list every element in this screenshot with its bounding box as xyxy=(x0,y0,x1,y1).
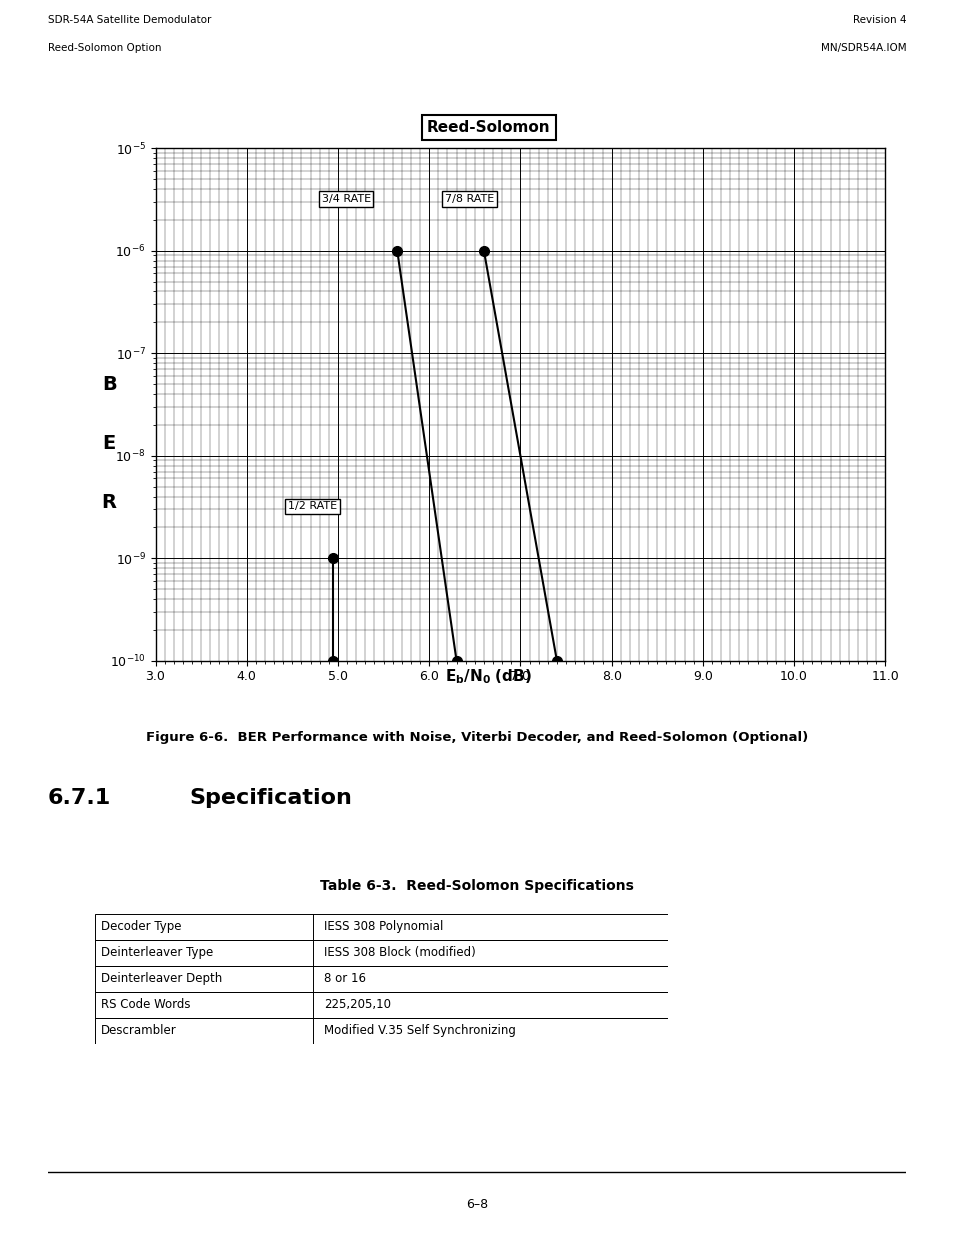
Text: SDR-54A Satellite Demodulator: SDR-54A Satellite Demodulator xyxy=(48,15,211,25)
Text: Deinterleaver Type: Deinterleaver Type xyxy=(101,946,213,960)
Text: 3/4 RATE: 3/4 RATE xyxy=(321,194,371,204)
Text: Figure 6-6.  BER Performance with Noise, Viterbi Decoder, and Reed-Solomon (Opti: Figure 6-6. BER Performance with Noise, … xyxy=(146,731,807,745)
Text: R: R xyxy=(102,494,116,513)
Text: IESS 308 Polynomial: IESS 308 Polynomial xyxy=(324,920,443,934)
Text: $\mathbf{E_b/N_0\ (dB)}$: $\mathbf{E_b/N_0\ (dB)}$ xyxy=(445,667,532,685)
Text: Descrambler: Descrambler xyxy=(101,1024,176,1037)
Text: Decoder Type: Decoder Type xyxy=(101,920,181,934)
Text: Modified V.35 Self Synchronizing: Modified V.35 Self Synchronizing xyxy=(324,1024,516,1037)
Text: B: B xyxy=(102,375,116,394)
Text: Reed-Solomon Option: Reed-Solomon Option xyxy=(48,43,161,53)
Bar xyxy=(95,940,667,966)
Bar xyxy=(95,1018,667,1044)
Text: 8 or 16: 8 or 16 xyxy=(324,972,366,986)
Text: 7/8 RATE: 7/8 RATE xyxy=(444,194,494,204)
Text: 6.7.1: 6.7.1 xyxy=(48,788,111,808)
Text: Specification: Specification xyxy=(189,788,352,808)
Text: Revision 4: Revision 4 xyxy=(852,15,905,25)
Text: 6–8: 6–8 xyxy=(465,1198,488,1210)
Bar xyxy=(95,966,667,992)
Text: 225,205,10: 225,205,10 xyxy=(324,998,391,1011)
Text: IESS 308 Block (modified): IESS 308 Block (modified) xyxy=(324,946,476,960)
Text: Reed-Solomon: Reed-Solomon xyxy=(427,120,550,135)
Text: MN/SDR54A.IOM: MN/SDR54A.IOM xyxy=(820,43,905,53)
Bar xyxy=(95,914,667,940)
Text: Table 6-3.  Reed-Solomon Specifications: Table 6-3. Reed-Solomon Specifications xyxy=(319,879,634,893)
Text: 1/2 RATE: 1/2 RATE xyxy=(288,501,336,511)
Bar xyxy=(95,992,667,1018)
Text: Deinterleaver Depth: Deinterleaver Depth xyxy=(101,972,222,986)
Text: E: E xyxy=(103,435,115,453)
Text: RS Code Words: RS Code Words xyxy=(101,998,191,1011)
